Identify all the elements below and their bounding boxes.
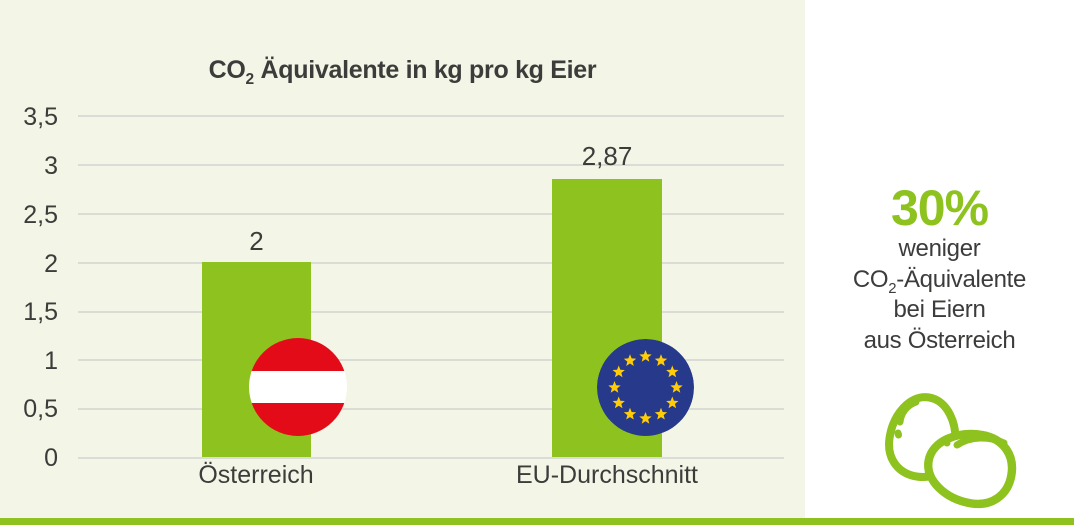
sidebar: 30% weniger CO2-Äquivalente bei Eiern au… (805, 0, 1074, 518)
highlight-percentage: 30% (890, 180, 989, 236)
y-axis-tick: 3,5 (23, 103, 58, 131)
y-axis-tick: 1,5 (23, 298, 58, 326)
bar-value-label: 2,87 (581, 141, 633, 171)
gridline (78, 115, 784, 117)
y-axis-tick: 2,5 (23, 201, 58, 229)
gridline (78, 359, 784, 361)
gridline (78, 457, 784, 459)
statement-line-1: weniger (898, 235, 981, 262)
chart-title: CO2 Äquivalente in kg pro kg Eier (0, 56, 805, 88)
sidebar-statement: 30% weniger CO2-Äquivalente bei Eiern au… (805, 182, 1074, 356)
chart-title-text: CO (208, 56, 246, 84)
eggs-icon (885, 393, 1017, 509)
austria-flag-icon (249, 338, 347, 436)
statement-line-2-subscript: 2 (888, 280, 897, 297)
gridline (78, 408, 784, 410)
gridline (78, 311, 784, 313)
chart-panel: CO2 Äquivalente in kg pro kg Eier 3,5 3 … (0, 0, 805, 518)
statement-line-2-post: -Äquivalente (896, 265, 1027, 293)
statement-line-4: aus Österreich (863, 326, 1016, 354)
y-axis-tick: 1 (44, 347, 58, 375)
statement-line-2-pre: CO (852, 265, 889, 293)
statement-line-3: bei Eiern (893, 296, 986, 323)
category-label-eu-durchschnitt: EU-Durchschnitt (516, 461, 698, 489)
gridline (78, 213, 784, 215)
y-axis-tick: 3 (44, 152, 58, 180)
bar-value-label: 2 (249, 226, 264, 256)
eu-flag-icon (597, 339, 694, 436)
statement-line-2: CO2-Äquivalente (805, 265, 1074, 296)
y-axis-tick: 0 (44, 444, 58, 472)
category-label-oesterreich: Österreich (198, 461, 314, 489)
gridline (78, 164, 784, 166)
y-axis-tick: 2 (44, 250, 58, 278)
chart-title-subscript: 2 (245, 71, 255, 88)
y-axis-tick: 0,5 (23, 395, 58, 423)
bottom-accent-bar (0, 518, 1074, 525)
chart-title-rest: Äquivalente in kg pro kg Eier (253, 56, 597, 84)
plot-area (78, 115, 784, 459)
gridline (78, 262, 784, 264)
